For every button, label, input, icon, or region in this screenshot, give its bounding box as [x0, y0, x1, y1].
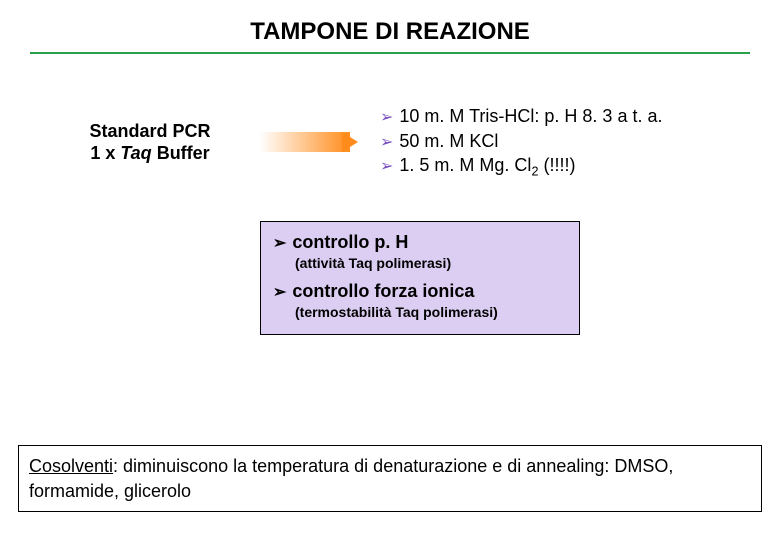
buffer-text: 50 m. M KCl	[399, 129, 498, 153]
buffer-components-list: ➢ 10 m. M Tris-HCl: p. H 8. 3 a t. a. ➢ …	[380, 104, 662, 181]
label-line-2: 1 x Taq Buffer	[70, 142, 230, 165]
triangle-bullet-icon: ➢	[273, 233, 286, 253]
cosolvents-note: Cosolventi: diminuiscono la temperatura …	[18, 445, 762, 512]
label-line-1: Standard PCR	[70, 120, 230, 143]
list-item: ➢ 1. 5 m. M Mg. Cl2 (!!!!)	[380, 153, 662, 181]
standard-pcr-label: Standard PCR 1 x Taq Buffer	[70, 120, 230, 165]
gradient-arrow-icon	[260, 132, 350, 152]
buffer-text: 10 m. M Tris-HCl: p. H 8. 3 a t. a.	[399, 104, 662, 128]
taq-text: Taq	[120, 143, 151, 163]
buffer-definition-row: Standard PCR 1 x Taq Buffer ➢ 10 m. M Tr…	[0, 104, 780, 181]
control-sub: (termostabilità Taq polimerasi)	[273, 304, 567, 320]
control-box: ➢ controllo p. H (attività Taq polimeras…	[260, 221, 580, 335]
control-head-text: controllo p. H	[292, 232, 408, 253]
buffer-pre: 1. 5 m. M Mg. Cl	[399, 155, 531, 175]
title-underline	[30, 52, 750, 54]
buffer-post: (!!!!)	[538, 155, 575, 175]
control-heading: ➢ controllo forza ionica	[273, 281, 567, 302]
control-head-text: controllo forza ionica	[292, 281, 474, 302]
chevron-right-icon: ➢	[380, 156, 393, 178]
chevron-right-icon: ➢	[380, 107, 393, 129]
label-pre: 1 x	[90, 143, 120, 163]
chevron-right-icon: ➢	[380, 132, 393, 154]
footer-underlined: Cosolventi	[29, 456, 113, 476]
list-item: ➢ 10 m. M Tris-HCl: p. H 8. 3 a t. a.	[380, 104, 662, 129]
arrow-container	[230, 132, 380, 152]
list-item: ➢ 50 m. M KCl	[380, 129, 662, 154]
slide-title: TAMPONE DI REAZIONE	[0, 0, 780, 52]
buffer-text: 1. 5 m. M Mg. Cl2 (!!!!)	[399, 153, 575, 181]
control-item: ➢ controllo forza ionica (termostabilità…	[273, 281, 567, 320]
control-item: ➢ controllo p. H (attività Taq polimeras…	[273, 232, 567, 271]
label-post: Buffer	[152, 143, 210, 163]
control-heading: ➢ controllo p. H	[273, 232, 567, 253]
footer-rest: : diminuiscono la temperatura di denatur…	[29, 456, 673, 500]
control-sub: (attività Taq polimerasi)	[273, 255, 567, 271]
triangle-bullet-icon: ➢	[273, 282, 286, 302]
